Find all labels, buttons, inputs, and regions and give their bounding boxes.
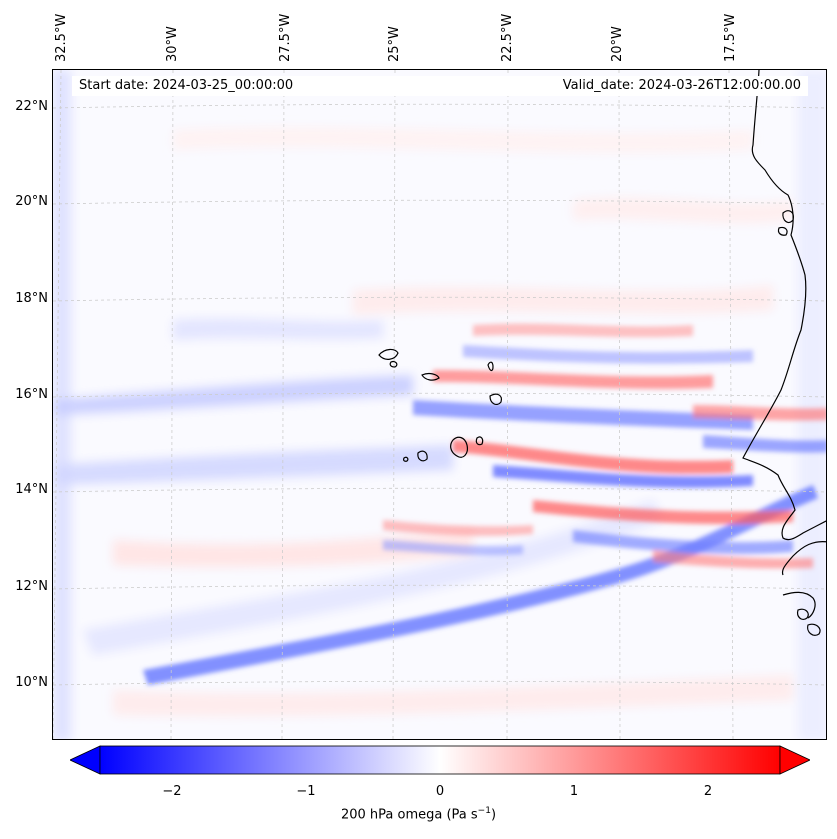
colorbar-label-suffix: ) xyxy=(490,807,497,823)
colorbar-max-extend xyxy=(779,745,810,775)
colorbar-tick-2: 2 xyxy=(703,784,713,799)
colorbar-tick-0: 0 xyxy=(435,784,445,799)
lon-label-27-5w: 27.5°W xyxy=(278,13,293,62)
valid-date-label: Valid_date: 2024-03-26T12:00:00.00 xyxy=(562,78,801,93)
colorbar-min-extend xyxy=(70,745,101,775)
lat-label-14n: 14°N xyxy=(15,482,48,497)
date-info-bar: Start date: 2024-03-25_00:00:00 Valid_da… xyxy=(72,76,808,96)
lon-label-32-5w: 32.5°W xyxy=(54,13,69,62)
colorbar-gradient xyxy=(99,745,781,775)
cape-verde-islands xyxy=(378,210,821,636)
colorbar xyxy=(70,745,810,775)
lat-label-10n: 10°N xyxy=(15,675,48,690)
omega-field-soft xyxy=(53,70,826,739)
lat-label-12n: 12°N xyxy=(15,579,48,594)
lon-label-22-5w: 22.5°W xyxy=(500,13,515,62)
coastline-africa xyxy=(742,70,826,619)
lat-label-20n: 20°N xyxy=(15,194,48,209)
lat-label-16n: 16°N xyxy=(15,387,48,402)
lon-label-30w: 30°W xyxy=(165,26,180,62)
lon-label-17-5w: 17.5°W xyxy=(723,13,738,62)
colorbar-label: 200 hPa omega (Pa s−1) xyxy=(0,806,837,822)
colorbar-tick-minus-1: −1 xyxy=(296,784,316,799)
lon-label-25w: 25°W xyxy=(387,26,402,62)
lat-label-22n: 22°N xyxy=(15,99,48,114)
lon-label-20w: 20°W xyxy=(610,26,625,62)
colorbar-tick-minus-2: −2 xyxy=(162,784,182,799)
colorbar-label-prefix: 200 hPa omega (Pa s xyxy=(340,807,478,823)
omega-field-map xyxy=(53,70,826,739)
map-panel[interactable] xyxy=(52,69,827,740)
graticule xyxy=(53,70,826,739)
colorbar-tick-1: 1 xyxy=(569,784,579,799)
colorbar-label-exponent: −1 xyxy=(477,806,491,816)
omega-field-detail xyxy=(143,323,826,685)
lat-label-18n: 18°N xyxy=(15,291,48,306)
start-date-label: Start date: 2024-03-25_00:00:00 xyxy=(79,78,294,93)
